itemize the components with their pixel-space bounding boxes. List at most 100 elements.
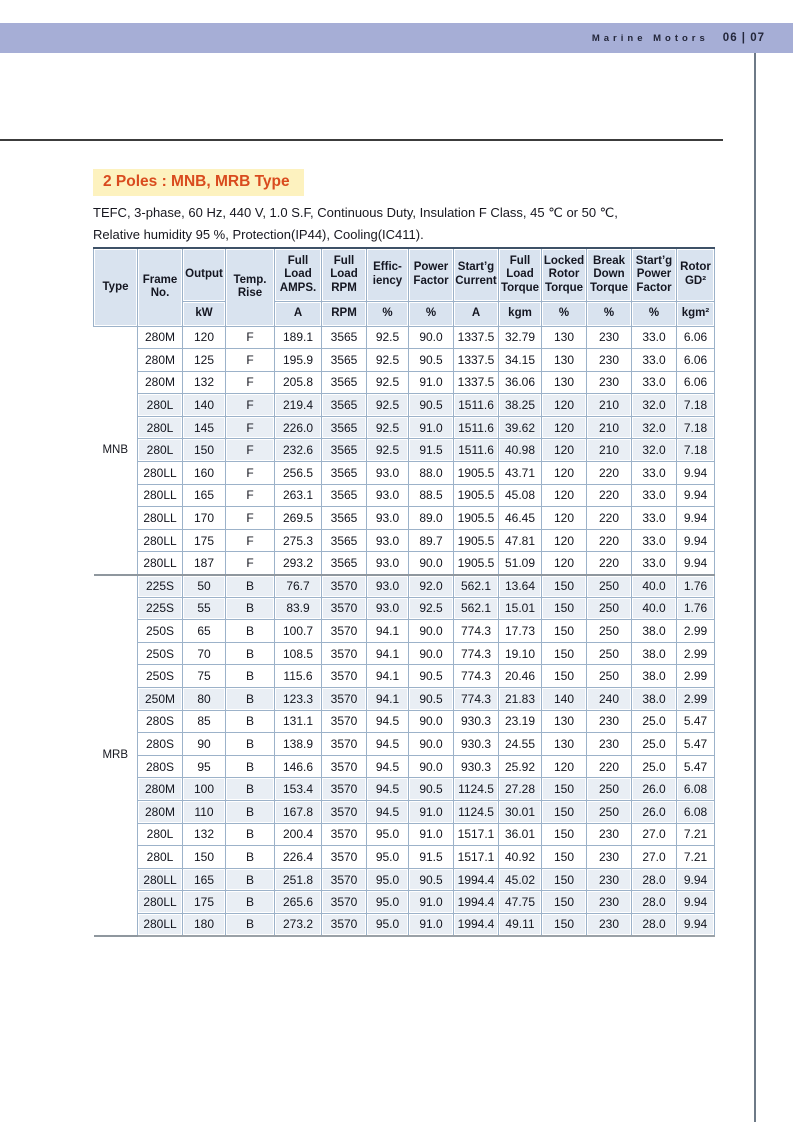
table-cell: 90 — [182, 732, 226, 756]
table-cell: 90.5 — [408, 348, 454, 372]
table-cell: 40.98 — [498, 438, 542, 463]
table-cell: 90.0 — [408, 619, 454, 643]
table-cell: 90.0 — [408, 732, 454, 756]
table-cell: 3565 — [321, 506, 367, 530]
table-cell: 90.5 — [408, 664, 454, 688]
table-cell: 250 — [586, 777, 632, 801]
table-cell: 40.0 — [631, 596, 677, 621]
table-cell: 1.76 — [676, 596, 715, 621]
header-row: Type Frame No. Output Temp. Rise Full Lo… — [93, 247, 715, 327]
table-cell: 7.18 — [676, 415, 715, 440]
table-cell: 9.94 — [676, 528, 715, 553]
table-cell: 250 — [586, 664, 632, 688]
table-cell: 1905.5 — [453, 551, 499, 576]
table-cell: 165 — [182, 483, 226, 508]
table-cell: 20.46 — [498, 664, 542, 688]
table-cell: 32.0 — [631, 393, 677, 417]
table-cell: 2.99 — [676, 619, 715, 643]
table-cell: 9.94 — [676, 890, 715, 914]
col-header-starting-power-factor: Start’g Power Factor — [631, 247, 677, 302]
table-cell: 132 — [182, 370, 226, 395]
table-cell: 280LL — [137, 551, 183, 576]
table-cell: 774.3 — [453, 664, 499, 688]
table-cell: 138.9 — [274, 732, 322, 756]
table-cell: 1517.1 — [453, 845, 499, 869]
col-header-full-load-torque: Full Load Torque — [498, 247, 542, 302]
table-cell: 280L — [137, 845, 183, 869]
table-cell: 95.0 — [366, 890, 409, 914]
table-cell: F — [225, 415, 275, 440]
table-cell: 120 — [541, 506, 587, 530]
table-cell: 3565 — [321, 415, 367, 440]
col-header-output: Output — [182, 247, 226, 302]
table-cell: 70 — [182, 641, 226, 666]
table-cell: B — [225, 867, 275, 892]
table-cell: 45.08 — [498, 483, 542, 508]
table-cell: 250 — [586, 641, 632, 666]
table-cell: 43.71 — [498, 461, 542, 485]
table-cell: 150 — [541, 822, 587, 847]
table-cell: 120 — [541, 754, 587, 779]
table-cell: 226.4 — [274, 845, 322, 869]
table-cell: 240 — [586, 687, 632, 711]
table-cell: 230 — [586, 890, 632, 914]
unit-rotor-gd2: kgm² — [676, 300, 715, 327]
table-cell: B — [225, 777, 275, 801]
table-cell: 280L — [137, 415, 183, 440]
table-cell: 75 — [182, 664, 226, 688]
table-cell: 7.18 — [676, 393, 715, 417]
table-row: 280L 150 F 232.6 3565 92.5 91.5 1511.6 40.98 120 2… — [94, 438, 715, 463]
table-cell: 251.8 — [274, 867, 322, 892]
table-cell: B — [225, 912, 275, 938]
table-cell: 150 — [541, 890, 587, 914]
table-cell: 1905.5 — [453, 506, 499, 530]
table-cell: 30.01 — [498, 799, 542, 824]
table-cell: 92.5 — [366, 348, 409, 372]
table-cell: 250 — [586, 596, 632, 621]
table-cell: 47.81 — [498, 528, 542, 553]
table-cell: 6.06 — [676, 325, 715, 350]
table-cell: 3570 — [321, 867, 367, 892]
table-cell: 130 — [541, 709, 587, 734]
table-cell: 3565 — [321, 393, 367, 417]
table-cell: 280L — [137, 822, 183, 847]
unit-break-down-torque: % — [586, 300, 632, 327]
table-cell: 189.1 — [274, 325, 322, 350]
table-cell: 94.5 — [366, 799, 409, 824]
table-cell: 46.45 — [498, 506, 542, 530]
table-cell: 32.79 — [498, 325, 542, 350]
unit-output: kW — [182, 300, 226, 327]
table-cell: 1994.4 — [453, 867, 499, 892]
table-cell: 160 — [182, 461, 226, 485]
table-cell: 65 — [182, 619, 226, 643]
vertical-rule — [754, 53, 756, 1122]
table-cell: 774.3 — [453, 619, 499, 643]
table-cell: F — [225, 370, 275, 395]
table-row: 250S 70 B 108.5 3570 94.1 90.0 774.3 19.10 150 250… — [94, 641, 715, 666]
table-cell: 3565 — [321, 483, 367, 508]
table-cell: 9.94 — [676, 506, 715, 530]
table-cell: 120 — [541, 438, 587, 463]
table-cell: 33.0 — [631, 506, 677, 530]
table-cell: 28.0 — [631, 912, 677, 938]
description-line-2: Relative humidity 95 %, Protection(IP44)… — [93, 227, 424, 242]
table-cell: 175 — [182, 528, 226, 553]
table-cell: 27.0 — [631, 845, 677, 869]
table-cell: 3570 — [321, 777, 367, 801]
table-cell: 100 — [182, 777, 226, 801]
col-header-frame-no: Frame No. — [137, 247, 183, 327]
table-cell: 1337.5 — [453, 325, 499, 350]
table-cell: 92.5 — [366, 325, 409, 350]
table-cell: 167.8 — [274, 799, 322, 824]
table-cell: 220 — [586, 461, 632, 485]
table-cell: B — [225, 822, 275, 847]
table-cell: 205.8 — [274, 370, 322, 395]
table-cell: 250 — [586, 799, 632, 824]
table-cell: B — [225, 687, 275, 711]
table-row: MRB 225S 50 B 76.7 3570 93.0 92.0 562.1 13.64 150 2… — [93, 573, 715, 938]
table-cell: 150 — [541, 912, 587, 938]
table-cell: 5.47 — [676, 754, 715, 779]
table-cell: 38.25 — [498, 393, 542, 417]
table-cell: 3565 — [321, 438, 367, 463]
table-row: 280LL 160 F 256.5 3565 93.0 88.0 1905.5 43.71 120… — [94, 461, 715, 485]
